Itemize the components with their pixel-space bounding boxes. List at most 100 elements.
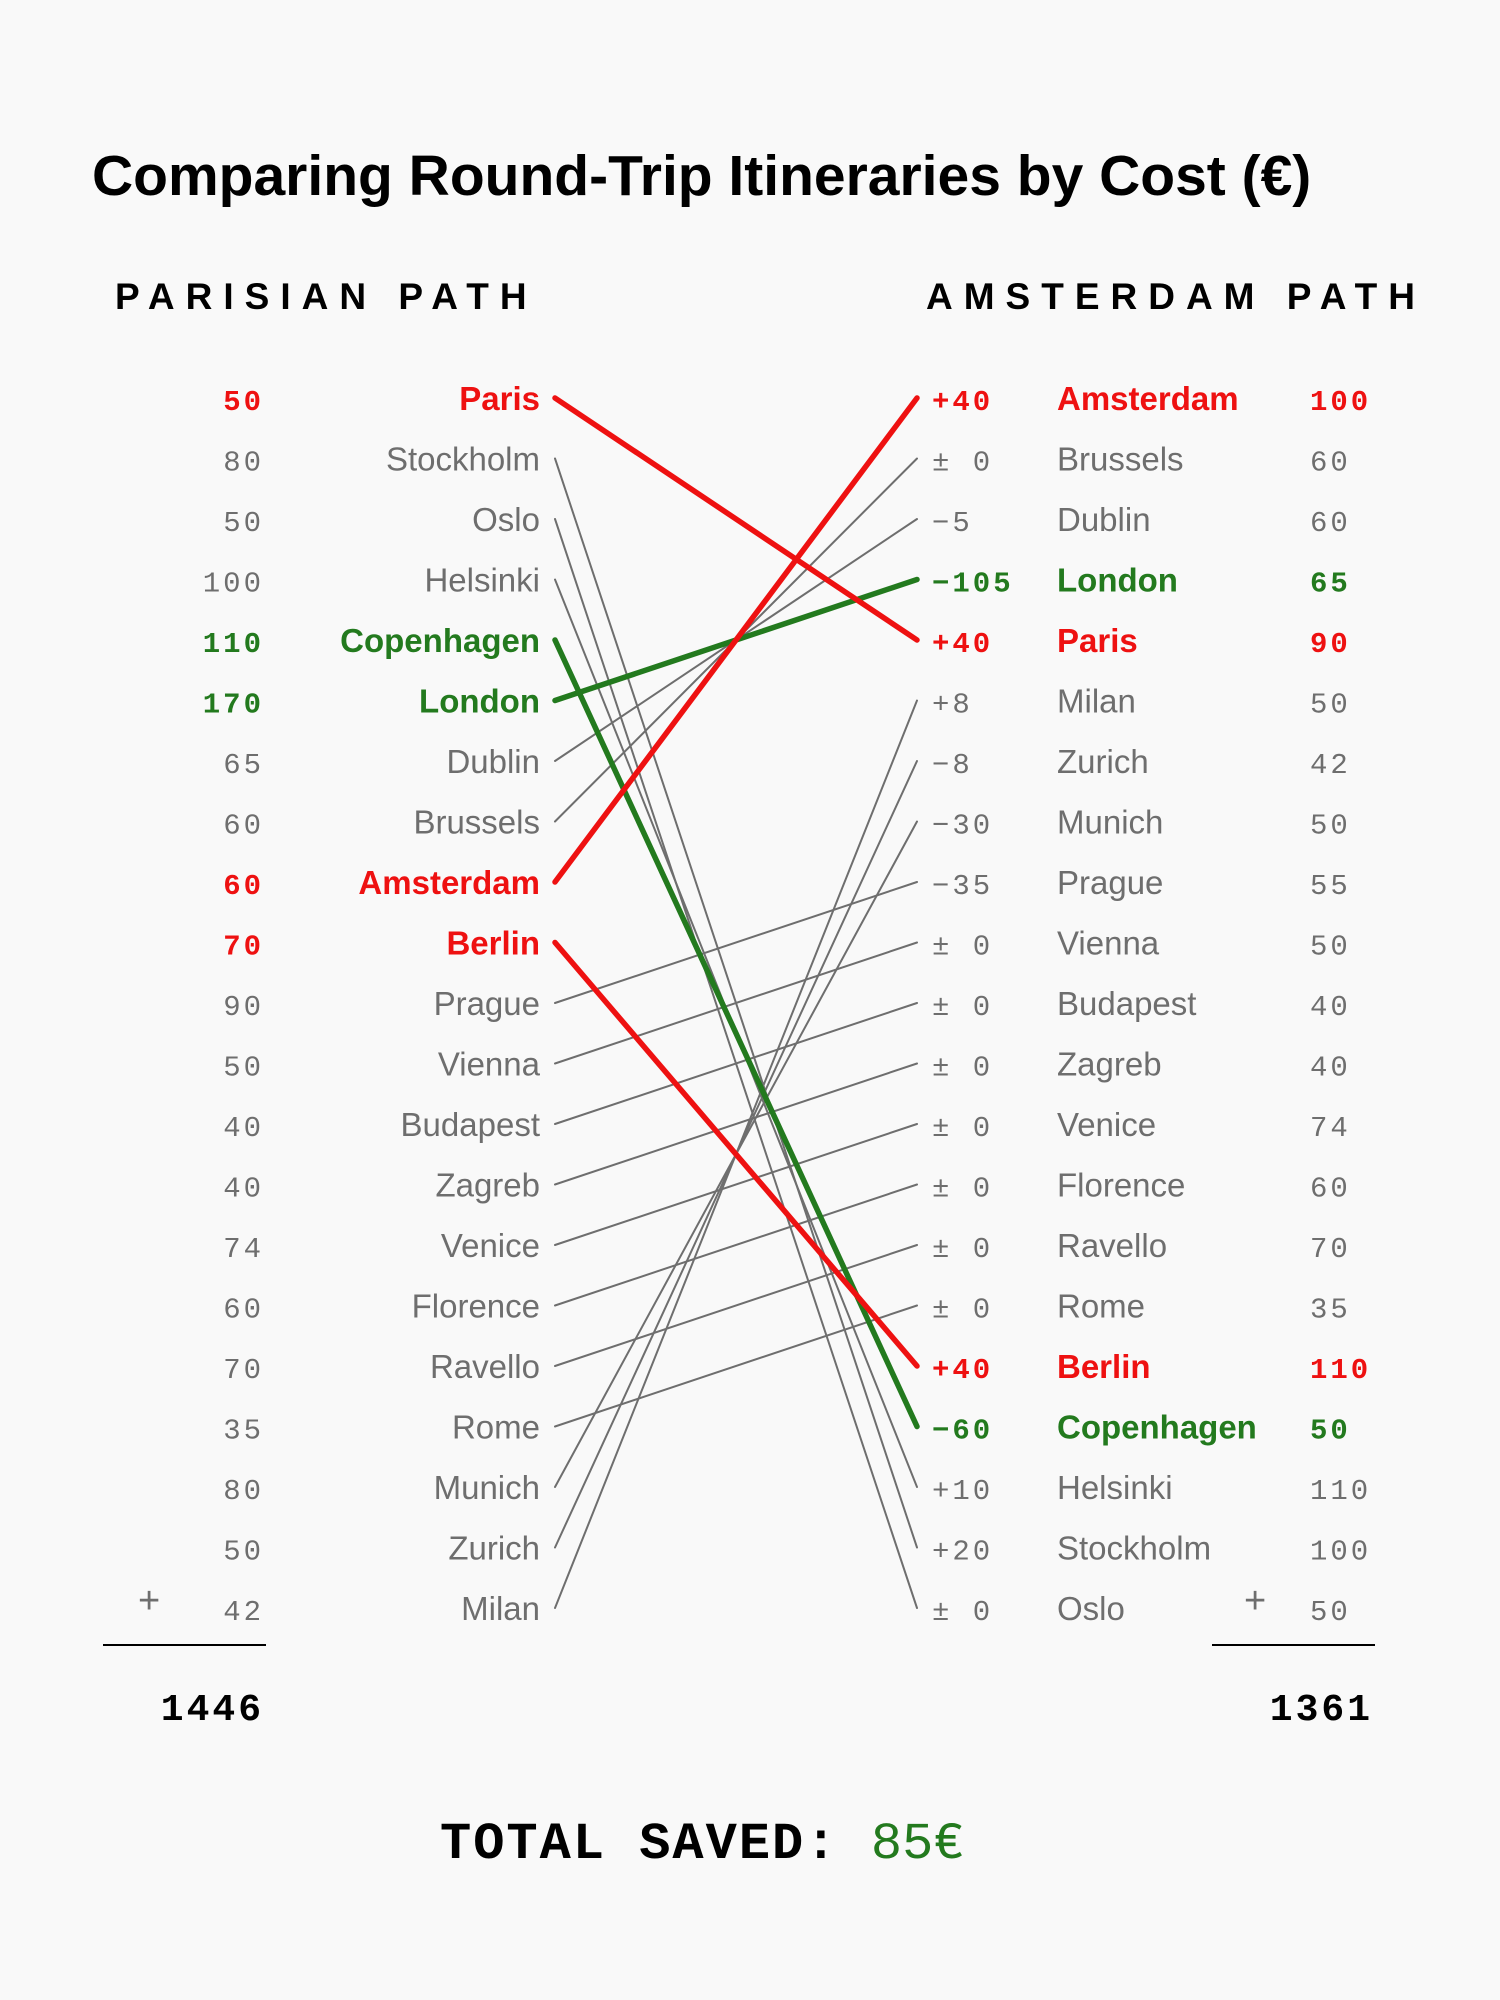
right-cost-milan: 50	[1310, 689, 1351, 722]
left-cost-dublin: 65	[223, 749, 264, 782]
right-cost-stockholm: 100	[1310, 1536, 1371, 1569]
right-plus-sign: +	[1244, 1580, 1266, 1622]
left-city-helsinki: Helsinki	[424, 562, 540, 599]
right-city-munich: Munich	[1057, 804, 1163, 841]
left-city-ravello: Ravello	[430, 1348, 540, 1385]
right-city-amsterdam: Amsterdam	[1057, 380, 1239, 417]
right-cost-paris: 90	[1310, 628, 1351, 661]
left-cost-budapest: 40	[223, 1112, 264, 1145]
right-city-budapest: Budapest	[1057, 985, 1196, 1022]
right-total: 1361	[1270, 1689, 1373, 1732]
left-cost-rome: 35	[223, 1415, 264, 1448]
left-cost-vienna: 50	[223, 1052, 264, 1085]
left-city-budapest: Budapest	[401, 1106, 540, 1143]
left-cost-florence: 60	[223, 1294, 264, 1327]
right-delta-london: −105	[932, 568, 1014, 601]
right-delta-brussels: ± 0	[932, 447, 993, 480]
right-delta-amsterdam: +40	[932, 386, 993, 419]
right-cost-dublin: 60	[1310, 507, 1351, 540]
right-city-ravello: Ravello	[1057, 1227, 1167, 1264]
connector-line-paris	[552, 395, 920, 643]
left-cost-ravello: 70	[223, 1354, 264, 1387]
right-delta-florence: ± 0	[932, 1173, 993, 1206]
left-city-zagreb: Zagreb	[435, 1167, 540, 1204]
left-city-milan: Milan	[461, 1590, 540, 1627]
connector-lines	[552, 395, 920, 1609]
left-city-zurich: Zurich	[448, 1530, 540, 1567]
left-city-brussels: Brussels	[413, 804, 540, 841]
connector-line-amsterdam	[552, 395, 920, 885]
left-city-paris: Paris	[459, 380, 540, 417]
right-delta-oslo: ± 0	[932, 1596, 993, 1629]
right-cost-prague: 55	[1310, 870, 1351, 903]
right-city-vienna: Vienna	[1057, 925, 1160, 962]
left-city-amsterdam: Amsterdam	[358, 864, 540, 901]
left-plus-sign: +	[138, 1580, 160, 1622]
right-delta-munich: −30	[932, 810, 993, 843]
right-city-london: London	[1057, 562, 1178, 599]
left-city-stockholm: Stockholm	[386, 441, 540, 478]
left-cost-munich: 80	[223, 1475, 264, 1508]
right-city-helsinki: Helsinki	[1057, 1469, 1173, 1506]
left-header: PARISIAN PATH	[115, 276, 538, 317]
left-cost-copenhagen: 110	[203, 628, 264, 661]
left-cost-zurich: 50	[223, 1536, 264, 1569]
right-cost-brussels: 60	[1310, 447, 1351, 480]
right-city-stockholm: Stockholm	[1057, 1530, 1211, 1567]
connector-line-copenhagen	[552, 637, 920, 1430]
left-city-london: London	[419, 683, 540, 720]
right-cost-zurich: 42	[1310, 749, 1351, 782]
left-cost-berlin: 70	[223, 931, 264, 964]
left-cost-zagreb: 40	[223, 1173, 264, 1206]
right-city-rome: Rome	[1057, 1288, 1145, 1325]
right-city-oslo: Oslo	[1057, 1590, 1125, 1627]
left-cost-prague: 90	[223, 991, 264, 1024]
right-cost-venice: 74	[1310, 1112, 1351, 1145]
left-city-dublin: Dublin	[446, 743, 540, 780]
right-city-dublin: Dublin	[1057, 501, 1151, 538]
right-city-venice: Venice	[1057, 1106, 1156, 1143]
right-delta-zagreb: ± 0	[932, 1052, 993, 1085]
right-delta-copenhagen: −60	[932, 1415, 993, 1448]
right-city-brussels: Brussels	[1057, 441, 1184, 478]
right-cost-ravello: 70	[1310, 1233, 1351, 1266]
right-cost-vienna: 50	[1310, 931, 1351, 964]
right-cost-florence: 60	[1310, 1173, 1351, 1206]
left-city-florence: Florence	[412, 1288, 540, 1325]
left-cost-milan: 42	[223, 1596, 264, 1629]
right-city-zurich: Zurich	[1057, 743, 1149, 780]
connector-line-rome	[554, 1304, 918, 1428]
left-city-copenhagen: Copenhagen	[340, 622, 540, 659]
right-cost-oslo: 50	[1310, 1596, 1351, 1629]
right-cost-zagreb: 40	[1310, 1052, 1351, 1085]
right-cost-rome: 35	[1310, 1294, 1351, 1327]
left-cost-oslo: 50	[223, 507, 264, 540]
left-city-oslo: Oslo	[472, 501, 540, 538]
right-city-milan: Milan	[1057, 683, 1136, 720]
right-city-berlin: Berlin	[1057, 1348, 1151, 1385]
left-city-munich: Munich	[434, 1469, 540, 1506]
right-delta-helsinki: +10	[932, 1475, 993, 1508]
right-delta-budapest: ± 0	[932, 991, 993, 1024]
connector-line-zagreb	[554, 1062, 918, 1186]
left-city-prague: Prague	[434, 985, 540, 1022]
connector-line-prague	[554, 881, 918, 1004]
right-delta-zurich: −8	[932, 749, 973, 782]
connector-line-budapest	[554, 1002, 918, 1125]
right-delta-stockholm: +20	[932, 1536, 993, 1569]
right-city-florence: Florence	[1057, 1167, 1185, 1204]
city-rows: 50 Paris 80 Stockholm 50 Oslo 100 Helsinki 110 Co…	[203, 380, 1371, 1629]
connector-line-berlin	[552, 939, 920, 1369]
right-cost-berlin: 110	[1310, 1354, 1371, 1387]
total-saved-label: TOTAL SAVED:	[440, 1815, 838, 1874]
right-city-zagreb: Zagreb	[1057, 1046, 1162, 1083]
right-cost-copenhagen: 50	[1310, 1415, 1351, 1448]
left-cost-paris: 50	[223, 386, 264, 419]
left-city-berlin: Berlin	[446, 925, 540, 962]
left-cost-venice: 74	[223, 1233, 264, 1266]
left-total: 1446	[161, 1689, 264, 1732]
right-city-copenhagen: Copenhagen	[1057, 1409, 1257, 1446]
right-cost-munich: 50	[1310, 810, 1351, 843]
right-delta-milan: +8	[932, 689, 973, 722]
